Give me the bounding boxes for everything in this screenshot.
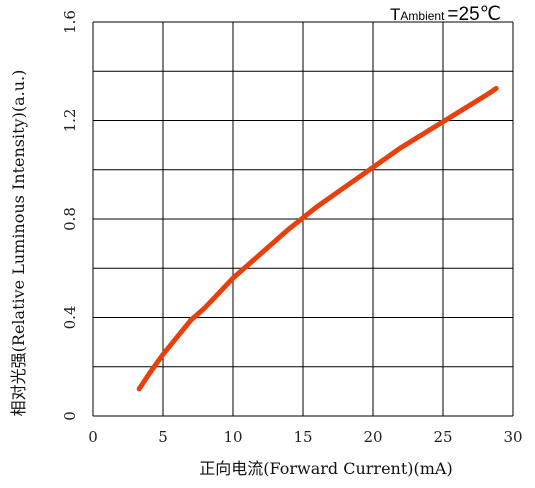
svg-text:TAmbient=25℃: TAmbient =25℃ <box>390 4 501 25</box>
y-axis-label: 相对光强(Relative Luminous Intensity)(a.u.) <box>9 70 28 417</box>
annotation-subscript: Ambient <box>400 9 445 23</box>
x-tick-label: 5 <box>158 428 168 446</box>
x-axis-label: 正向电流(Forward Current)(mA) <box>199 459 452 478</box>
y-tick-label: 1.6 <box>61 10 79 34</box>
series-group <box>136 86 499 392</box>
y-tick-label: 1.2 <box>61 109 79 133</box>
ambient-temperature-annotation: TAmbient =25℃ <box>390 4 501 25</box>
annotation-value: =25℃ <box>447 4 501 25</box>
annotation-prefix: T <box>390 5 400 24</box>
x-tick-label: 20 <box>363 428 382 446</box>
x-tick-label: 25 <box>433 428 452 446</box>
x-tick-labels: 0 5 10 15 20 25 30 <box>88 428 522 446</box>
y-tick-labels: 0 0.4 0.8 1.2 1.6 <box>61 10 79 421</box>
y-tick-label: 0.4 <box>61 306 79 330</box>
x-tick-label: 0 <box>88 428 98 446</box>
x-tick-label: 15 <box>293 428 312 446</box>
x-tick-label: 10 <box>223 428 242 446</box>
y-tick-label: 0 <box>61 411 79 421</box>
series-line <box>136 86 499 392</box>
y-tick-label: 0.8 <box>61 207 79 231</box>
x-tick-label: 30 <box>503 428 522 446</box>
